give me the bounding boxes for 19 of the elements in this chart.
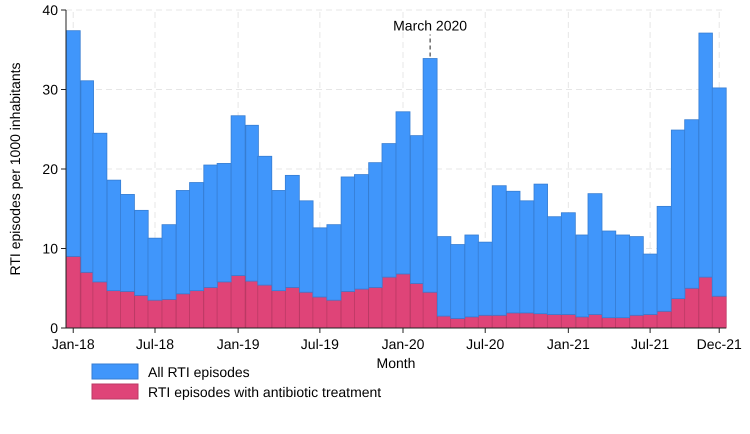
x-tick-label: Jan-20: [382, 336, 425, 352]
y-tick-label: 40: [42, 2, 58, 18]
y-tick-label: 0: [50, 320, 58, 336]
x-tick-label: Jul-18: [136, 336, 174, 352]
x-tick-label: Jan-19: [216, 336, 260, 352]
x-tick-label: Jan-18: [52, 336, 95, 352]
y-axis-title: RTI episodes per 1000 inhabitants: [7, 62, 23, 276]
legend-label: RTI episodes with antibiotic treatment: [148, 384, 382, 400]
annotation: March 2020: [393, 17, 468, 34]
x-tick-label: Jul-19: [300, 336, 340, 352]
y-tick-label: 20: [42, 160, 58, 177]
y-tick-label: 30: [42, 81, 58, 98]
x-tick-label: Jul-21: [631, 336, 670, 352]
x-tick-label: Dec-21: [696, 336, 742, 352]
legend-label: All RTI episodes: [148, 364, 250, 380]
x-tick-label: Jul-20: [466, 336, 504, 352]
x-axis-title: Month: [376, 355, 416, 371]
x-tick-label: Jan-21: [546, 336, 590, 352]
y-tick-label: 10: [42, 240, 58, 256]
